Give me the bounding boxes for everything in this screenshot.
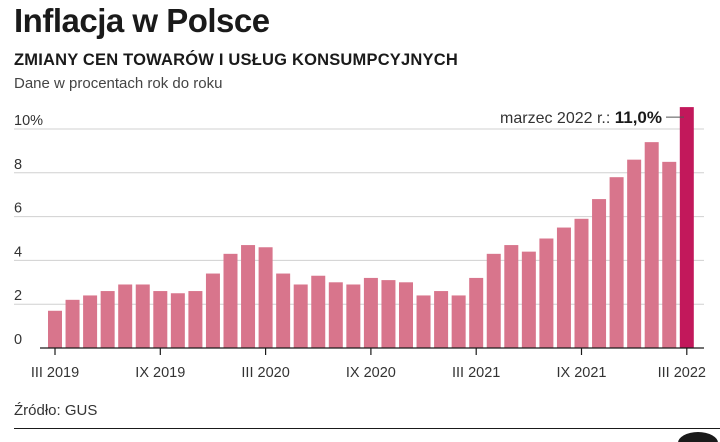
bar	[83, 295, 98, 348]
bar	[170, 293, 185, 348]
bar	[118, 284, 133, 348]
x-tick-label: IX 2020	[346, 365, 396, 381]
unit-note: Dane w procentach rok do roku	[14, 75, 223, 92]
bar	[311, 275, 326, 348]
bar	[539, 238, 554, 348]
x-tick-label: III 2019	[31, 365, 79, 381]
y-tick-label: 6	[14, 201, 22, 217]
bar	[451, 295, 466, 348]
bar	[346, 284, 361, 348]
y-tick-label: 2	[14, 288, 22, 304]
bar	[258, 247, 273, 348]
chart-subtitle: ZMIANY CEN TOWARÓW I USŁUG KONSUMPCYJNYC…	[14, 51, 458, 69]
x-tick-label: III 2021	[452, 365, 500, 381]
footer-rule	[14, 428, 720, 429]
source-note: Źródło: GUS	[14, 402, 98, 419]
y-tick-label: 10%	[14, 113, 43, 129]
bar	[662, 161, 677, 348]
bar	[293, 284, 308, 348]
bar	[434, 291, 449, 348]
pap-logo	[676, 430, 720, 442]
bar	[556, 227, 571, 348]
bar	[328, 282, 343, 348]
bar	[381, 280, 396, 348]
bar	[399, 282, 413, 348]
bar	[48, 310, 62, 348]
y-tick-label: 4	[14, 244, 22, 260]
bar	[65, 299, 80, 348]
chart-title: Inflacja w Polsce	[14, 2, 270, 39]
y-tick-label: 0	[14, 332, 22, 348]
bar	[574, 218, 589, 348]
bar	[363, 277, 378, 348]
bar	[276, 273, 291, 348]
x-tick-label: III 2020	[241, 365, 289, 381]
bar	[627, 159, 642, 348]
bar	[223, 253, 238, 348]
bar	[188, 291, 203, 348]
bar	[153, 291, 168, 348]
x-tick-label: IX 2019	[135, 365, 185, 381]
bar	[416, 295, 431, 348]
inflation-bar-chart: 0 2 4 6 8 10% III 2019 IX 2019 III 2020 IX 2020 II…	[14, 107, 706, 381]
bar-highlight	[679, 107, 694, 348]
bar	[592, 199, 607, 348]
x-tick-label: IX 2021	[557, 365, 607, 381]
x-tick-label: III 2022	[658, 365, 706, 381]
bar	[521, 251, 536, 348]
bar	[644, 142, 659, 348]
bar	[504, 245, 519, 348]
bar	[100, 291, 115, 348]
bar	[205, 273, 220, 348]
bar	[609, 177, 624, 348]
bar	[486, 253, 501, 348]
bar	[469, 277, 484, 348]
bar	[241, 245, 256, 348]
y-tick-label: 8	[14, 157, 22, 173]
annotation-label: marzec 2022 r.: 11,0%	[500, 108, 662, 127]
bar	[135, 284, 150, 348]
